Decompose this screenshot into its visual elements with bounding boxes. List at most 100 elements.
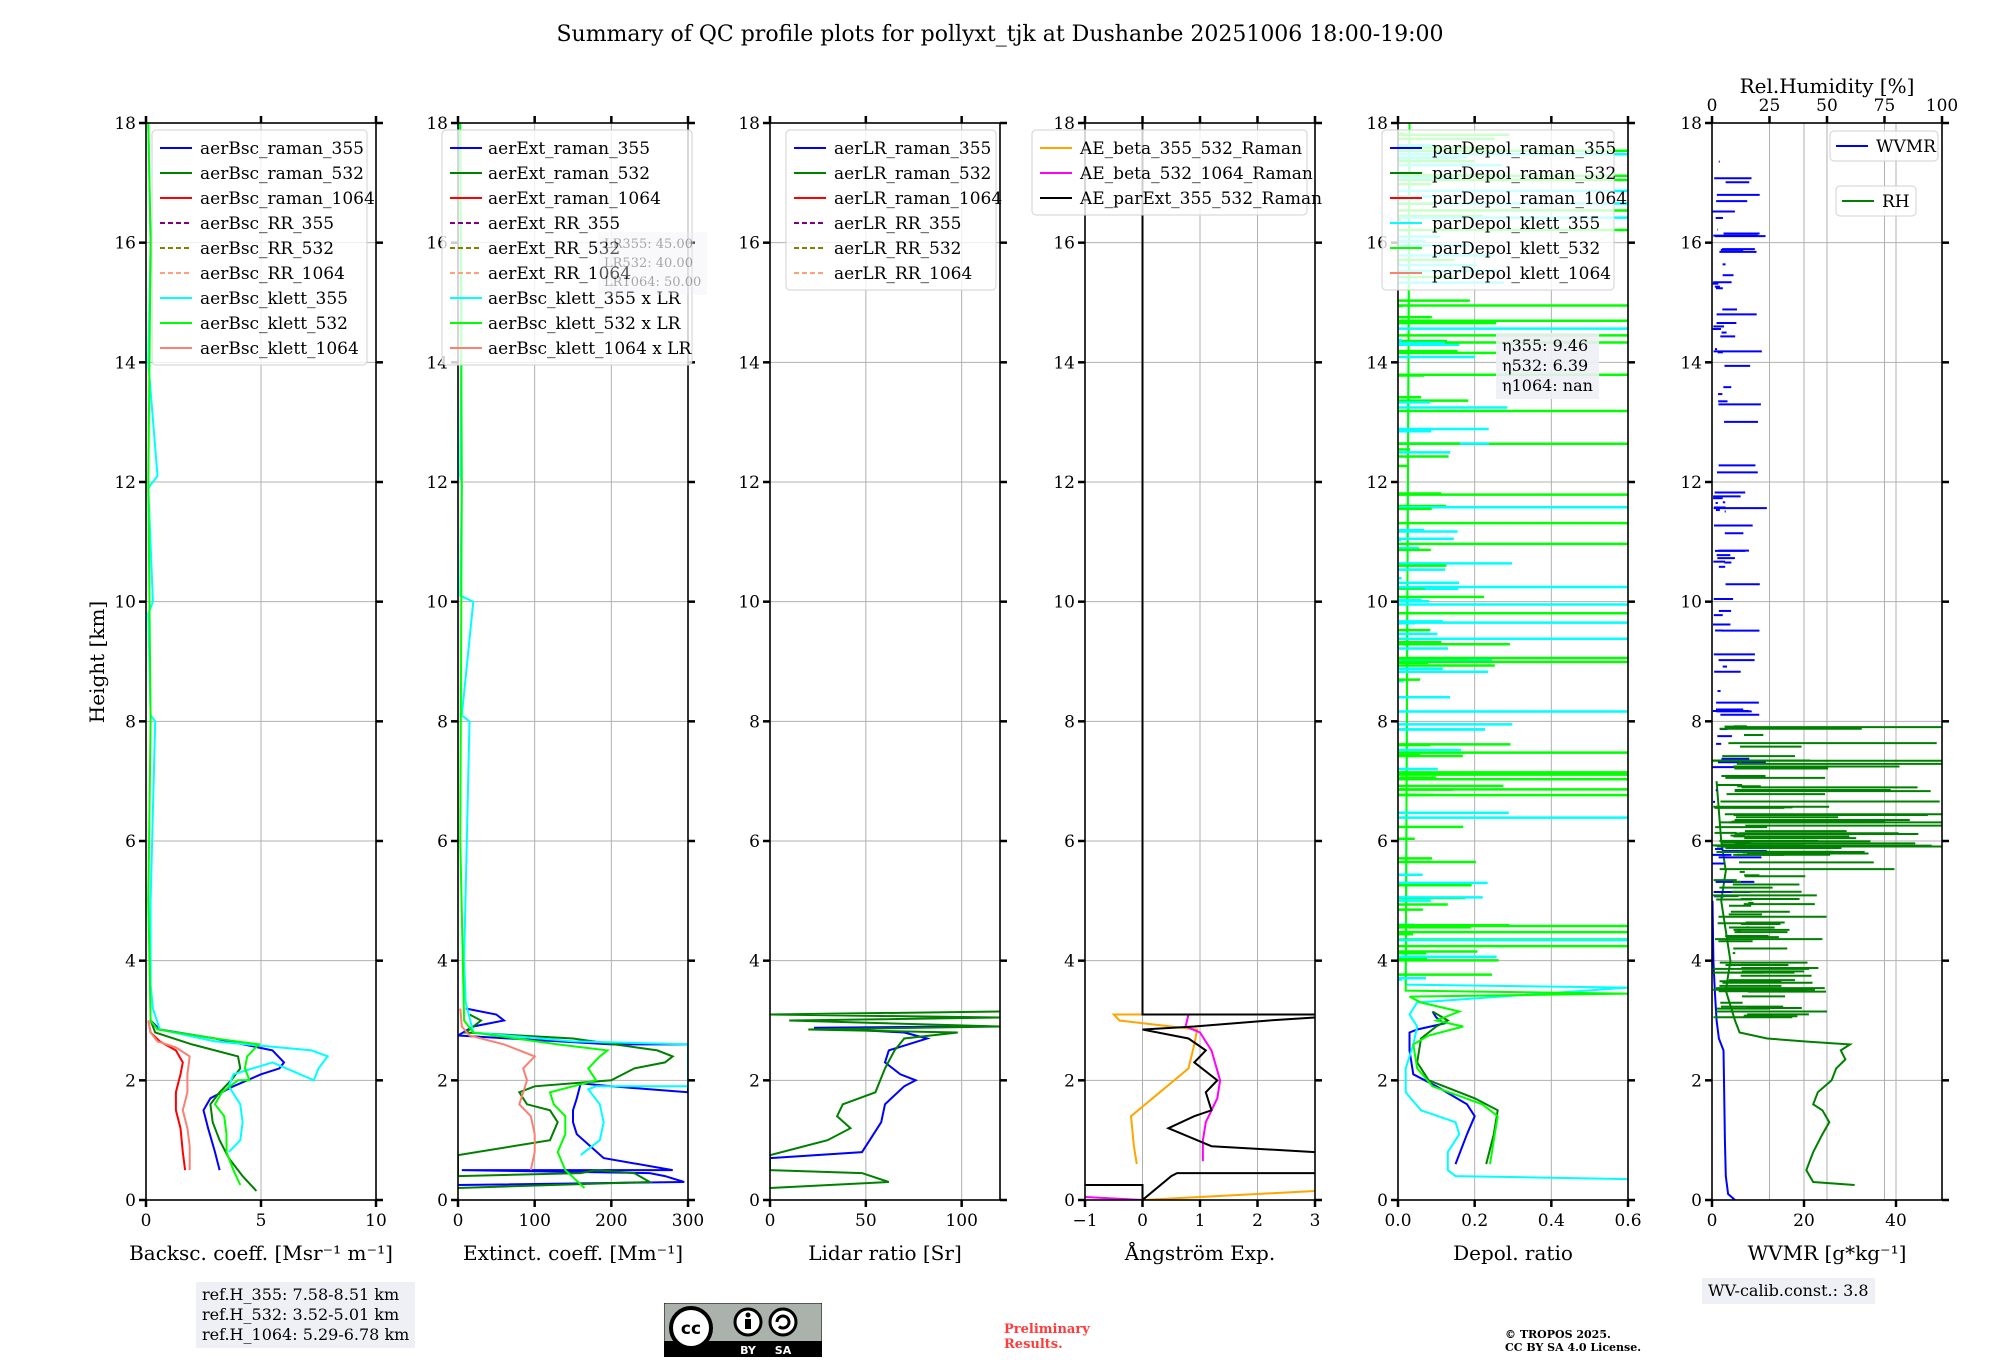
x-tick-label: 0 (1137, 1211, 1148, 1231)
y-tick-label: 18 (1366, 114, 1388, 134)
wv-calibration-box: WV-calib.const.: 3.8 (1702, 1278, 1875, 1304)
x-top-tick-label: 25 (1759, 96, 1781, 116)
legend-entry: WVMR (1876, 137, 1937, 157)
y-tick-label: 2 (1691, 1071, 1702, 1091)
y-tick-label: 2 (1377, 1071, 1388, 1091)
legend-entry: aerLR_RR_355 (834, 214, 961, 234)
legend-entry: AE_beta_355_532_Raman (1079, 139, 1302, 159)
x-axis-label: Extinct. coeff. [Mm⁻¹] (463, 1241, 683, 1265)
x-tick-label: 0 (141, 1211, 152, 1231)
by-label: BY (740, 1344, 757, 1357)
x-top-tick-label: 100 (1926, 96, 1958, 116)
y-tick-label: 10 (114, 593, 136, 613)
sa-label: SA (775, 1344, 792, 1357)
series-line-aerbsc-klett-1064 (147, 1020, 191, 1171)
y-tick-label: 8 (1691, 712, 1702, 732)
series-line-aerlr-raman-532 (770, 1010, 1000, 1189)
legend-entry: aerBsc_klett_355 x LR (488, 289, 682, 309)
lr-1064: LR1064: 50.00 (604, 275, 702, 290)
y-tick-label: 2 (437, 1071, 448, 1091)
y-tick-label: 16 (114, 234, 136, 254)
y-tick-label: 12 (1053, 473, 1075, 493)
y-tick-label: 14 (738, 353, 760, 373)
refH-532: ref.H_532: 3.52-5.01 km (202, 1305, 400, 1324)
x-tick-label: 40 (1885, 1211, 1907, 1231)
series-line-wvmr (1712, 900, 1736, 1200)
preliminary-results-note: Preliminary Results. (1004, 1322, 1090, 1352)
y-tick-label: 0 (749, 1191, 760, 1211)
x-tick-label: 1 (1195, 1211, 1206, 1231)
copyright-note: © TROPOS 2025. CC BY SA 4.0 License. (1505, 1328, 1641, 1354)
x-tick-label: 100 (945, 1211, 977, 1231)
sa-icon (768, 1307, 798, 1337)
y-tick-label: 18 (738, 114, 760, 134)
copyright-line-2: CC BY SA 4.0 License. (1505, 1341, 1642, 1354)
y-tick-label: 4 (125, 952, 136, 972)
series-line-pardepol-raman-355 (1408, 1010, 1476, 1165)
y-tick-label: 12 (738, 473, 760, 493)
legend-entry: aerLR_raman_1064 (834, 189, 1002, 209)
y-tick-label: 4 (749, 952, 760, 972)
y-tick-label: 2 (749, 1071, 760, 1091)
y-tick-label: 18 (1053, 114, 1075, 134)
series-line-pardepol-klett-532 (1404, 123, 1628, 1165)
x-tick-label: 0 (453, 1211, 464, 1231)
legend-entry: aerExt_RR_355 (488, 214, 620, 234)
refH-1064: ref.H_1064: 5.29-6.78 km (202, 1325, 410, 1344)
series-line-aerlr-raman-355 (770, 1025, 962, 1160)
legend-entry: aerBsc_raman_355 (200, 139, 364, 159)
x-top-tick-label: 75 (1874, 96, 1896, 116)
cc-icon (669, 1306, 713, 1350)
y-tick-label: 18 (426, 114, 448, 134)
y-tick-label: 14 (114, 353, 136, 373)
x-axis-label: Ångström Exp. (1124, 1240, 1275, 1265)
series-line-aerbsc-klett-532-x-lr (459, 123, 611, 1189)
series-line-ae-beta-355-532-raman (1111, 1013, 1315, 1200)
lr-355: LR355: 45.00 (604, 237, 693, 252)
legend-entry: aerBsc_klett_1064 x LR (488, 339, 692, 359)
y-tick-label: 0 (125, 1191, 136, 1211)
y-tick-label: 16 (738, 234, 760, 254)
x-tick-label: 100 (518, 1211, 550, 1231)
y-tick-label: 0 (1691, 1191, 1702, 1211)
axes-frame (1397, 122, 1629, 1201)
legend-entry: aerBsc_RR_532 (200, 239, 334, 259)
legend-entry: aerExt_raman_1064 (488, 189, 661, 209)
y-tick-label: 4 (1691, 952, 1702, 972)
legend-entry: parDepol_klett_1064 (1432, 264, 1611, 284)
legend-entry: aerBsc_klett_532 x LR (488, 314, 682, 334)
y-tick-label: 14 (1366, 353, 1388, 373)
cc-text: cc (681, 1319, 701, 1339)
y-tick-label: 10 (426, 593, 448, 613)
reference-height-box: ref.H_355: 7.58-8.51 km ref.H_532: 3.52-… (196, 1282, 416, 1348)
copyright-line-1: © TROPOS 2025. (1505, 1328, 1611, 1341)
y-tick-label: 12 (426, 473, 448, 493)
y-tick-label: 6 (1064, 832, 1075, 852)
x-tick-label: 200 (595, 1211, 627, 1231)
y-tick-label: 8 (125, 712, 136, 732)
legend-entry: RH (1882, 192, 1910, 212)
legend-entry: aerBsc_raman_1064 (200, 189, 375, 209)
x-top-tick-label: 0 (1707, 96, 1718, 116)
y-tick-label: 4 (1064, 952, 1075, 972)
series-line-aerbsc-klett-1064-x-lr (459, 1008, 537, 1171)
series-line-ae-parext-355-532-raman (1085, 123, 1315, 1200)
legend-entry: aerLR_RR_532 (834, 239, 961, 259)
y-tick-label: 12 (114, 473, 136, 493)
x-tick-label: 0.0 (1384, 1211, 1411, 1231)
y-tick-label: 0 (1377, 1191, 1388, 1211)
eta-355: η355: 9.46 (1502, 336, 1589, 355)
preliminary-line-1: Preliminary (1004, 1322, 1090, 1337)
x-tick-label: 0 (765, 1211, 776, 1231)
x-axis-label: WVMR [g*kg⁻¹] (1748, 1241, 1907, 1265)
axes-frame (457, 122, 689, 1201)
series-line-aerext-raman-532 (458, 1013, 675, 1189)
legend-entry: aerBsc_raman_532 (200, 164, 364, 184)
x-tick-label: 10 (365, 1211, 387, 1231)
y-tick-label: 2 (1064, 1071, 1075, 1091)
x-tick-label: 0.2 (1461, 1211, 1488, 1231)
legend-ae: AE_beta_355_532_Raman AE_beta_532_1064_Ra… (1031, 129, 1322, 216)
series-line-aerbsc-raman-1064 (147, 1020, 187, 1171)
